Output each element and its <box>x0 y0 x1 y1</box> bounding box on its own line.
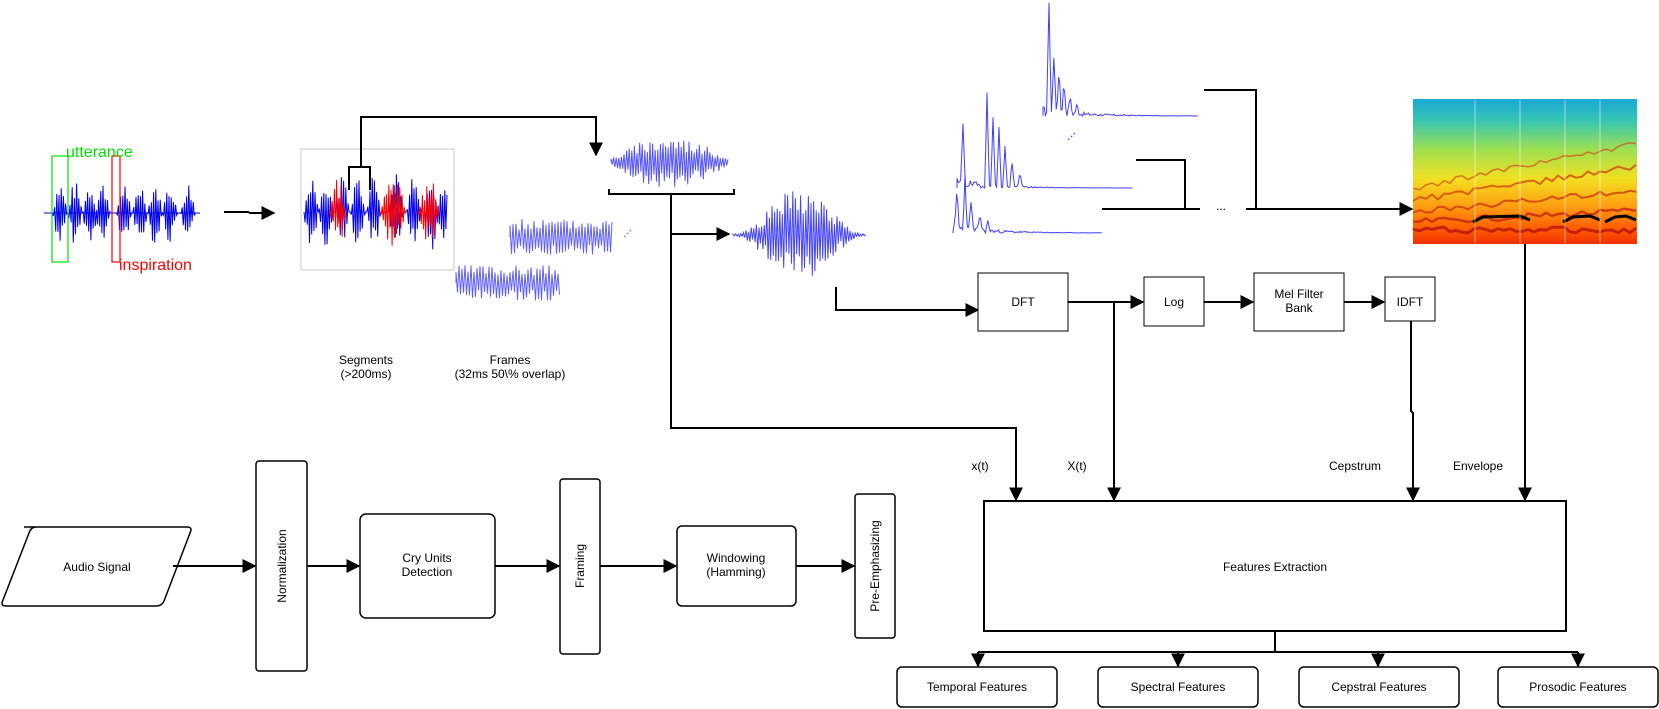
prosodic-features-node <box>1497 666 1659 708</box>
temporal-features-node <box>896 666 1058 708</box>
idft-box <box>1384 276 1436 322</box>
mel-filter-label-line1: Mel Filter <box>1274 287 1323 301</box>
mel-filter-label-line2: Bank <box>1285 301 1313 315</box>
spectra-to-spectrogram-arrow <box>1204 89 1414 216</box>
spectrogram-harmonic <box>1413 142 1637 191</box>
segments-label-line1: Segments <box>339 353 393 367</box>
features-split-line <box>978 631 1578 653</box>
frames-stack <box>455 219 633 301</box>
xt-path <box>670 234 1023 502</box>
audio-signal-label: Audio Signal <box>63 560 130 574</box>
features-extraction-label: Features Extraction <box>1223 560 1327 574</box>
dft-box <box>977 272 1069 332</box>
spectrogram-pitch-contour <box>1562 214 1601 224</box>
frame-to-window-arrow <box>670 194 731 241</box>
segment-red-region <box>417 183 440 240</box>
cry-units-label-line1: Cry Units <box>402 551 451 565</box>
spectrogram-harmonic <box>1413 163 1637 203</box>
prosodic-features-label: Prosodic Features <box>1529 680 1626 694</box>
idft-label: IDFT <box>1397 295 1424 309</box>
frames-label-line1: Frames <box>490 353 531 367</box>
signal-to-segments-arrow <box>224 206 276 220</box>
spectra-collect-line-2 <box>1136 159 1186 209</box>
frame-bracket <box>608 189 735 195</box>
segments-waveform <box>303 174 448 250</box>
window-to-dft-arrow <box>835 287 980 317</box>
normalization-label: Normalization <box>275 529 289 602</box>
segments-label-line2: (>200ms) <box>340 367 391 381</box>
dft-label: DFT <box>1011 295 1035 309</box>
spectrogram-pitch-contour <box>1604 214 1637 224</box>
spectrogram-pitch-contour <box>1472 214 1531 224</box>
frames-label-line2: (32ms 50\% overlap) <box>455 367 566 381</box>
xt-label: x(t) <box>971 459 988 473</box>
cepstrum-label: Cepstrum <box>1329 459 1381 473</box>
Xt-label: X(t) <box>1067 459 1086 473</box>
log-label: Log <box>1164 295 1184 309</box>
mel-filter-bank-box <box>1253 272 1345 332</box>
windowed-frame-waveform <box>732 191 866 276</box>
spectra-ellipsis: ... <box>1216 199 1226 213</box>
spectral-features-node <box>1097 666 1259 708</box>
segment-to-frame-arrow <box>360 116 603 167</box>
spectrogram-harmonic <box>1412 225 1637 235</box>
segment-red-region <box>379 184 406 246</box>
cepstral-features-node <box>1298 666 1460 708</box>
segment-bracket <box>348 166 371 190</box>
spectral-features-label: Spectral Features <box>1131 680 1226 694</box>
spectrogram-image <box>1412 99 1637 244</box>
single-frame-waveform <box>610 140 729 187</box>
cepstrum-path <box>1406 321 1420 502</box>
raw-signal-waveform <box>44 183 200 243</box>
features-extraction-node <box>983 500 1567 632</box>
temporal-features-label: Temporal Features <box>927 680 1027 694</box>
framing-label: Framing <box>573 544 587 588</box>
pre-emphasizing-label: Pre-Emphasizing <box>868 520 882 611</box>
spectrogram-harmonic <box>1412 207 1637 224</box>
spectrogram-harmonic <box>1413 189 1637 214</box>
segment-red-region <box>329 179 346 237</box>
audio-signal-node <box>1 526 192 607</box>
windowing-label-line2: (Hamming) <box>706 565 765 579</box>
inspiration-box <box>111 155 121 263</box>
spectra-stack <box>952 2 1198 235</box>
envelope-label: Envelope <box>1453 459 1503 473</box>
inspiration-label: inspiration <box>119 257 192 274</box>
cepstral-features-label: Cepstral Features <box>1331 680 1426 694</box>
utterance-box <box>51 155 69 263</box>
cry-units-label-line2: Detection <box>402 565 453 579</box>
windowing-label-line1: Windowing <box>707 551 766 565</box>
utterance-label: utterance <box>66 144 133 161</box>
